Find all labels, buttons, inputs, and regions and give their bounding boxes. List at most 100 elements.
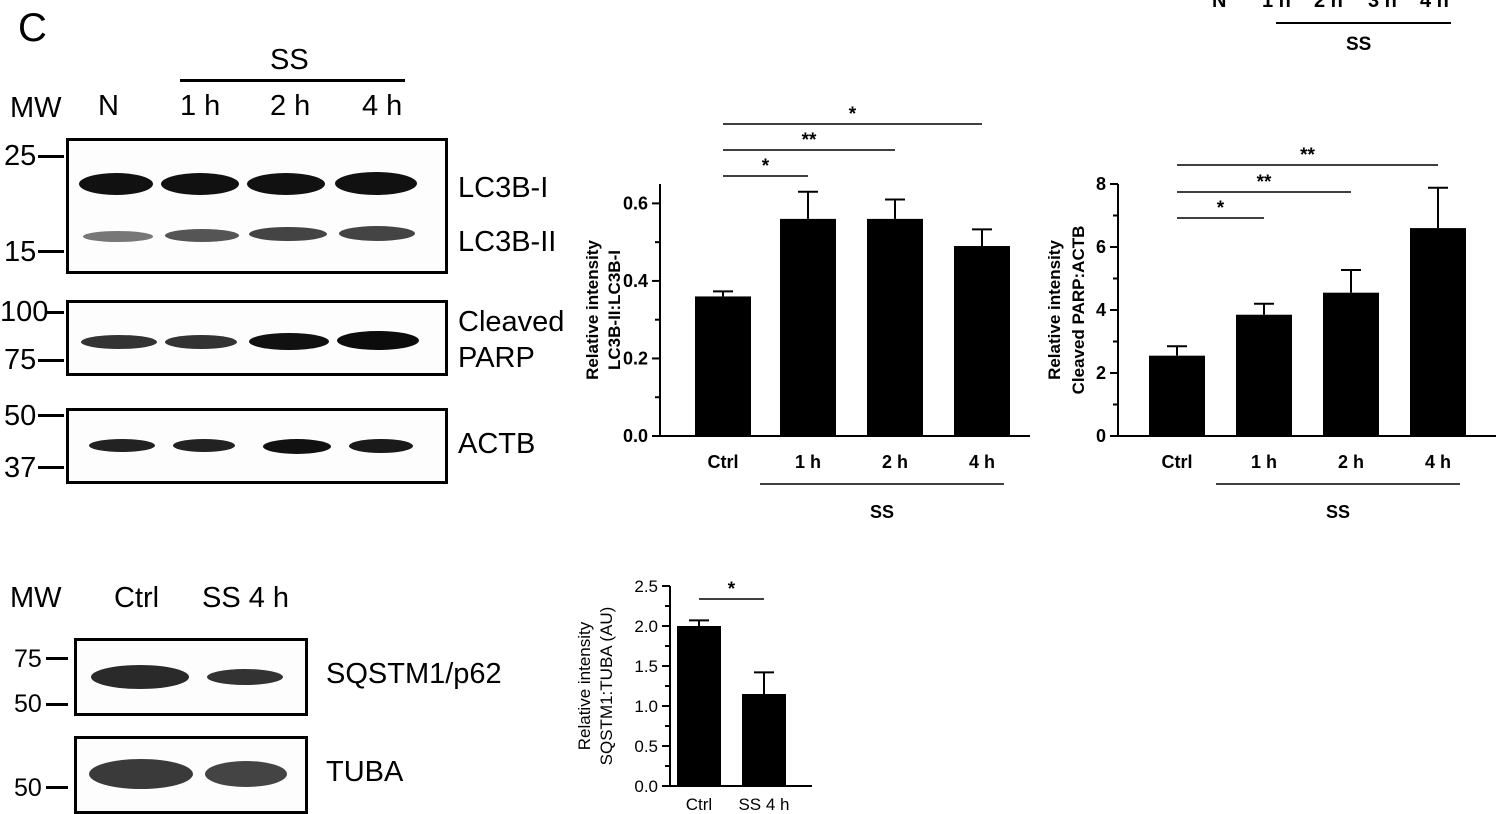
tuba-band [205,761,287,787]
lc3b-i-band [247,173,325,195]
category-label: 2 h [1338,452,1364,472]
actb-band [349,439,413,453]
bar [1323,292,1379,436]
lc3b-ii-band [339,226,415,241]
y-tick-label: 2.5 [634,577,658,596]
mw-tick [38,155,64,158]
lc3b-ii-band [83,231,153,242]
y-tick-label: 1.5 [634,657,658,676]
mw-tick [46,786,68,789]
y-tick-label: 6 [1096,237,1106,257]
group-label: SS [870,502,894,522]
lc3b-i-band [161,173,239,195]
significance-marker: ** [1300,145,1315,166]
category-label: Ctrl [686,795,712,814]
bar [695,296,751,436]
bar [742,694,786,786]
lane-label: N [1212,0,1227,12]
lc3b-i-band [79,173,153,195]
band-label-cleaved: Cleaved [458,306,565,338]
bar [954,246,1010,436]
significance-marker: ** [802,130,817,151]
group-label: SS [1326,502,1350,522]
mw-marker: 75 [14,645,42,673]
band-label-sqstm1: SQSTM1/p62 [326,658,502,690]
sqstm1-band [91,665,189,689]
mw-label: MW [10,92,62,124]
lane-label: SS 4 h [202,582,290,614]
mw-tick [46,657,68,660]
mw-marker: 75 [4,344,37,376]
significance-marker: * [1217,198,1225,219]
y-tick-label: 0.0 [634,777,658,796]
category-label: 1 h [795,452,821,472]
y-tick-label: 0.2 [623,348,648,368]
bar [1236,314,1292,436]
actb-band [173,439,235,452]
lc3b-ii-band [249,227,327,241]
bar [1149,355,1205,436]
lc3-blot [66,138,448,274]
bar [780,218,836,436]
category-label: 4 h [1425,452,1451,472]
category-label: Ctrl [1162,452,1193,472]
y-tick-label: 2 [1096,363,1106,383]
lane-label: 3 h [1368,0,1397,12]
actb-band [263,439,331,454]
category-label: 2 h [882,452,908,472]
bar [677,626,721,786]
mw-label: MW [10,582,62,614]
y-axis-label: Relative intensity [1045,240,1064,380]
band-label-lc3b-ii: LC3B-II [458,226,557,258]
lane-label: 2 h [270,90,311,122]
mw-tick [38,359,64,362]
mw-marker: 37 [4,452,37,484]
y-tick-label: 0.0 [623,426,648,446]
mw-marker: 50 [4,400,37,432]
sqstm1-blot [74,638,308,716]
lane-label: 4 h [362,90,403,122]
parp-band [249,333,329,350]
group-label: SS [1346,34,1372,55]
y-axis-label: Relative intensity [583,240,602,380]
bar [867,218,923,436]
lane-label: 4 h [1420,0,1449,12]
panel-letter: C [18,6,47,50]
lc3b-i-band [335,172,417,195]
lane-label: 1 h [1262,0,1291,12]
y-axis-label: Cleaved PARP:ACTB [1069,226,1088,395]
bar [1410,228,1466,436]
y-tick-label: 8 [1096,174,1106,194]
parp-blot [66,300,448,376]
significance-marker: * [728,579,736,600]
actb-blot [66,408,448,484]
significance-marker: * [849,104,857,125]
mw-tick [46,703,68,706]
band-label-actb: ACTB [458,428,536,460]
parp-band [81,335,157,349]
lc3b-ii-band [165,229,239,242]
y-axis-label: LC3B-II:LC3B-I [605,250,624,370]
mw-marker: 50 [14,774,42,802]
band-label-tuba: TUBA [326,756,404,788]
tuba-band [89,759,193,789]
y-tick-label: 0 [1096,426,1106,446]
sqstm1-band [207,669,283,685]
lane-label: N [98,90,119,122]
ss-group-label: SS [270,44,309,76]
parp-band [165,335,237,349]
category-label: 1 h [1251,452,1277,472]
y-tick-label: 0.4 [623,271,648,291]
mw-marker: 25 [4,140,37,172]
y-tick-label: 0.5 [634,737,658,756]
mw-tick [46,311,64,314]
category-label: 4 h [969,452,995,472]
mw-tick [38,466,64,469]
y-tick-label: 4 [1096,300,1106,320]
band-label-lc3b-i: LC3B-I [458,172,549,204]
ss-group-line [180,79,405,82]
lane-label: Ctrl [114,582,160,614]
